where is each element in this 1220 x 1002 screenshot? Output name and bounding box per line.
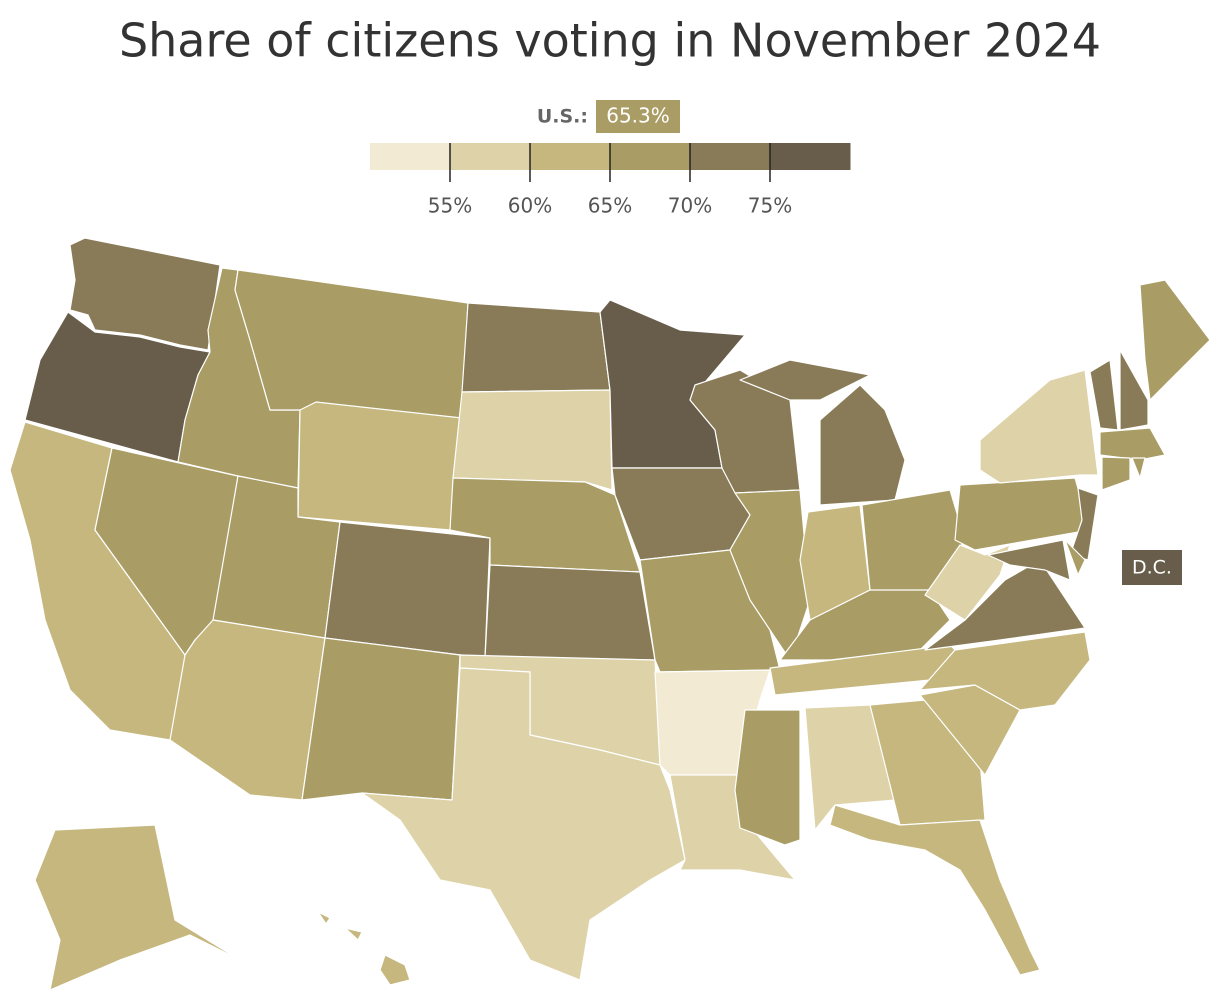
- legend: 55% 60% 65% 70% 75%: [370, 143, 851, 218]
- state: [1064, 539, 1086, 576]
- state: [819, 384, 906, 506]
- state: [34, 824, 241, 991]
- legend-tick-label: 70%: [668, 194, 712, 218]
- legend-swatch: [770, 143, 851, 170]
- state: [979, 369, 1099, 484]
- state: [1119, 349, 1149, 431]
- legend-swatch: [370, 143, 451, 170]
- legend-swatch: [450, 143, 531, 170]
- state: [379, 954, 411, 986]
- state: [829, 804, 1041, 976]
- state: [484, 564, 656, 661]
- state: [1089, 359, 1119, 431]
- state: [924, 544, 1011, 621]
- state: [234, 269, 469, 419]
- state: [729, 489, 811, 661]
- state: [954, 477, 1091, 551]
- state: [344, 927, 363, 941]
- state: [1131, 457, 1146, 479]
- legend-tick-label: 60%: [508, 194, 552, 218]
- map: [9, 237, 1211, 991]
- state: [987, 539, 1071, 581]
- state: [301, 637, 461, 801]
- state: [452, 389, 613, 491]
- state: [869, 699, 986, 826]
- state: [804, 704, 896, 831]
- state: [324, 521, 491, 659]
- legend-tick-label: 75%: [748, 194, 792, 218]
- state: [297, 401, 463, 531]
- dc-box: [1122, 550, 1182, 585]
- state: [1101, 456, 1131, 491]
- state: [69, 237, 221, 351]
- legend-tick-label: 65%: [588, 194, 632, 218]
- state: [734, 709, 801, 846]
- legend-swatch: [610, 143, 691, 170]
- chart-title: Share of citizens voting in November 202…: [119, 14, 1101, 68]
- state: [317, 911, 331, 925]
- state: [739, 359, 871, 401]
- state: [169, 619, 326, 801]
- legend-swatch: [690, 143, 771, 170]
- legend-tick-label: 55%: [428, 194, 472, 218]
- state: [361, 667, 686, 981]
- state: [461, 302, 611, 393]
- us-value-box: [596, 100, 680, 133]
- dc-label: D.C.: [1132, 557, 1172, 579]
- legend-swatch: [530, 143, 611, 170]
- state: [919, 631, 1091, 711]
- state: [1099, 427, 1166, 461]
- us-label: U.S.:: [537, 106, 588, 128]
- us-value-label: 65.3%: [606, 104, 670, 128]
- state: [1139, 279, 1211, 401]
